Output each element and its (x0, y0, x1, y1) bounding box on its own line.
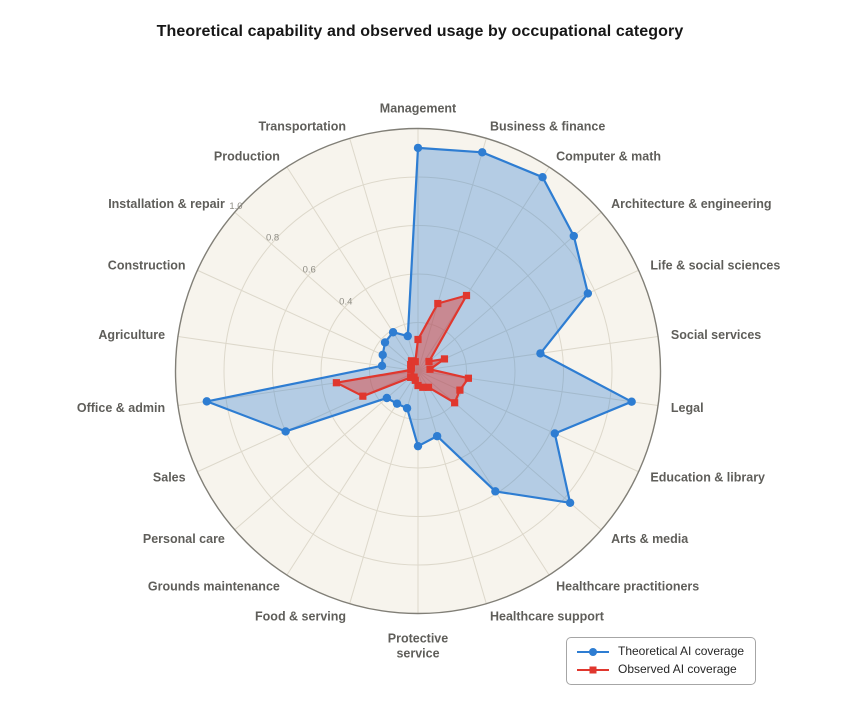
series-theoretical (202, 143, 636, 508)
svg-text:Social services: Social services (671, 328, 761, 342)
chart-title: Theoretical capability and observed usag… (156, 23, 684, 40)
radial-tick-labels: 0.4 0.6 0.8 1.0 (229, 201, 352, 307)
svg-text:Protective: Protective (388, 632, 448, 646)
theoretical-line-circle-marker-icon (577, 647, 609, 656)
svg-text:Installation & repair: Installation & repair (108, 197, 225, 211)
svg-text:0.6: 0.6 (303, 265, 316, 276)
svg-text:Architecture & engineering: Architecture & engineering (611, 197, 771, 211)
svg-text:Personal care: Personal care (143, 532, 225, 546)
svg-text:Sales: Sales (153, 471, 186, 485)
svg-text:Transportation: Transportation (259, 119, 347, 133)
svg-text:Computer & math: Computer & math (556, 150, 661, 164)
svg-text:Legal: Legal (671, 401, 704, 415)
legend-item-observed: Observed AI coverage (575, 661, 744, 678)
series-observed (332, 291, 473, 407)
svg-text:Grounds maintenance: Grounds maintenance (148, 579, 280, 593)
legend-label-theoretical: Theoretical AI coverage (618, 644, 745, 658)
svg-text:Agriculture: Agriculture (98, 328, 165, 342)
svg-text:Food & serving: Food & serving (255, 610, 346, 624)
svg-text:Education & library: Education & library (650, 471, 765, 485)
category-labels: Management Business & finance Computer & m… (77, 102, 781, 661)
svg-text:Healthcare practitioners: Healthcare practitioners (556, 579, 699, 593)
legend: Theoretical AI coverage Observed AI cove… (566, 637, 757, 685)
svg-text:Construction: Construction (108, 258, 186, 272)
svg-text:Arts & media: Arts & media (611, 532, 689, 546)
svg-text:0.8: 0.8 (266, 233, 279, 244)
svg-text:1.0: 1.0 (229, 201, 242, 212)
svg-text:Business & finance: Business & finance (490, 119, 605, 133)
svg-text:Healthcare support: Healthcare support (490, 610, 605, 624)
svg-text:Life & social sciences: Life & social sciences (650, 258, 780, 272)
svg-text:Office & admin: Office & admin (77, 401, 165, 415)
observed-line-square-marker-icon (577, 666, 609, 673)
svg-text:service: service (396, 647, 439, 661)
legend-item-theoretical: Theoretical AI coverage (575, 643, 744, 660)
svg-text:Management: Management (380, 102, 457, 116)
svg-text:Production: Production (214, 150, 280, 164)
outer-ring (174, 127, 662, 615)
legend-label-observed: Observed AI coverage (618, 662, 737, 676)
svg-text:0.4: 0.4 (339, 296, 352, 307)
